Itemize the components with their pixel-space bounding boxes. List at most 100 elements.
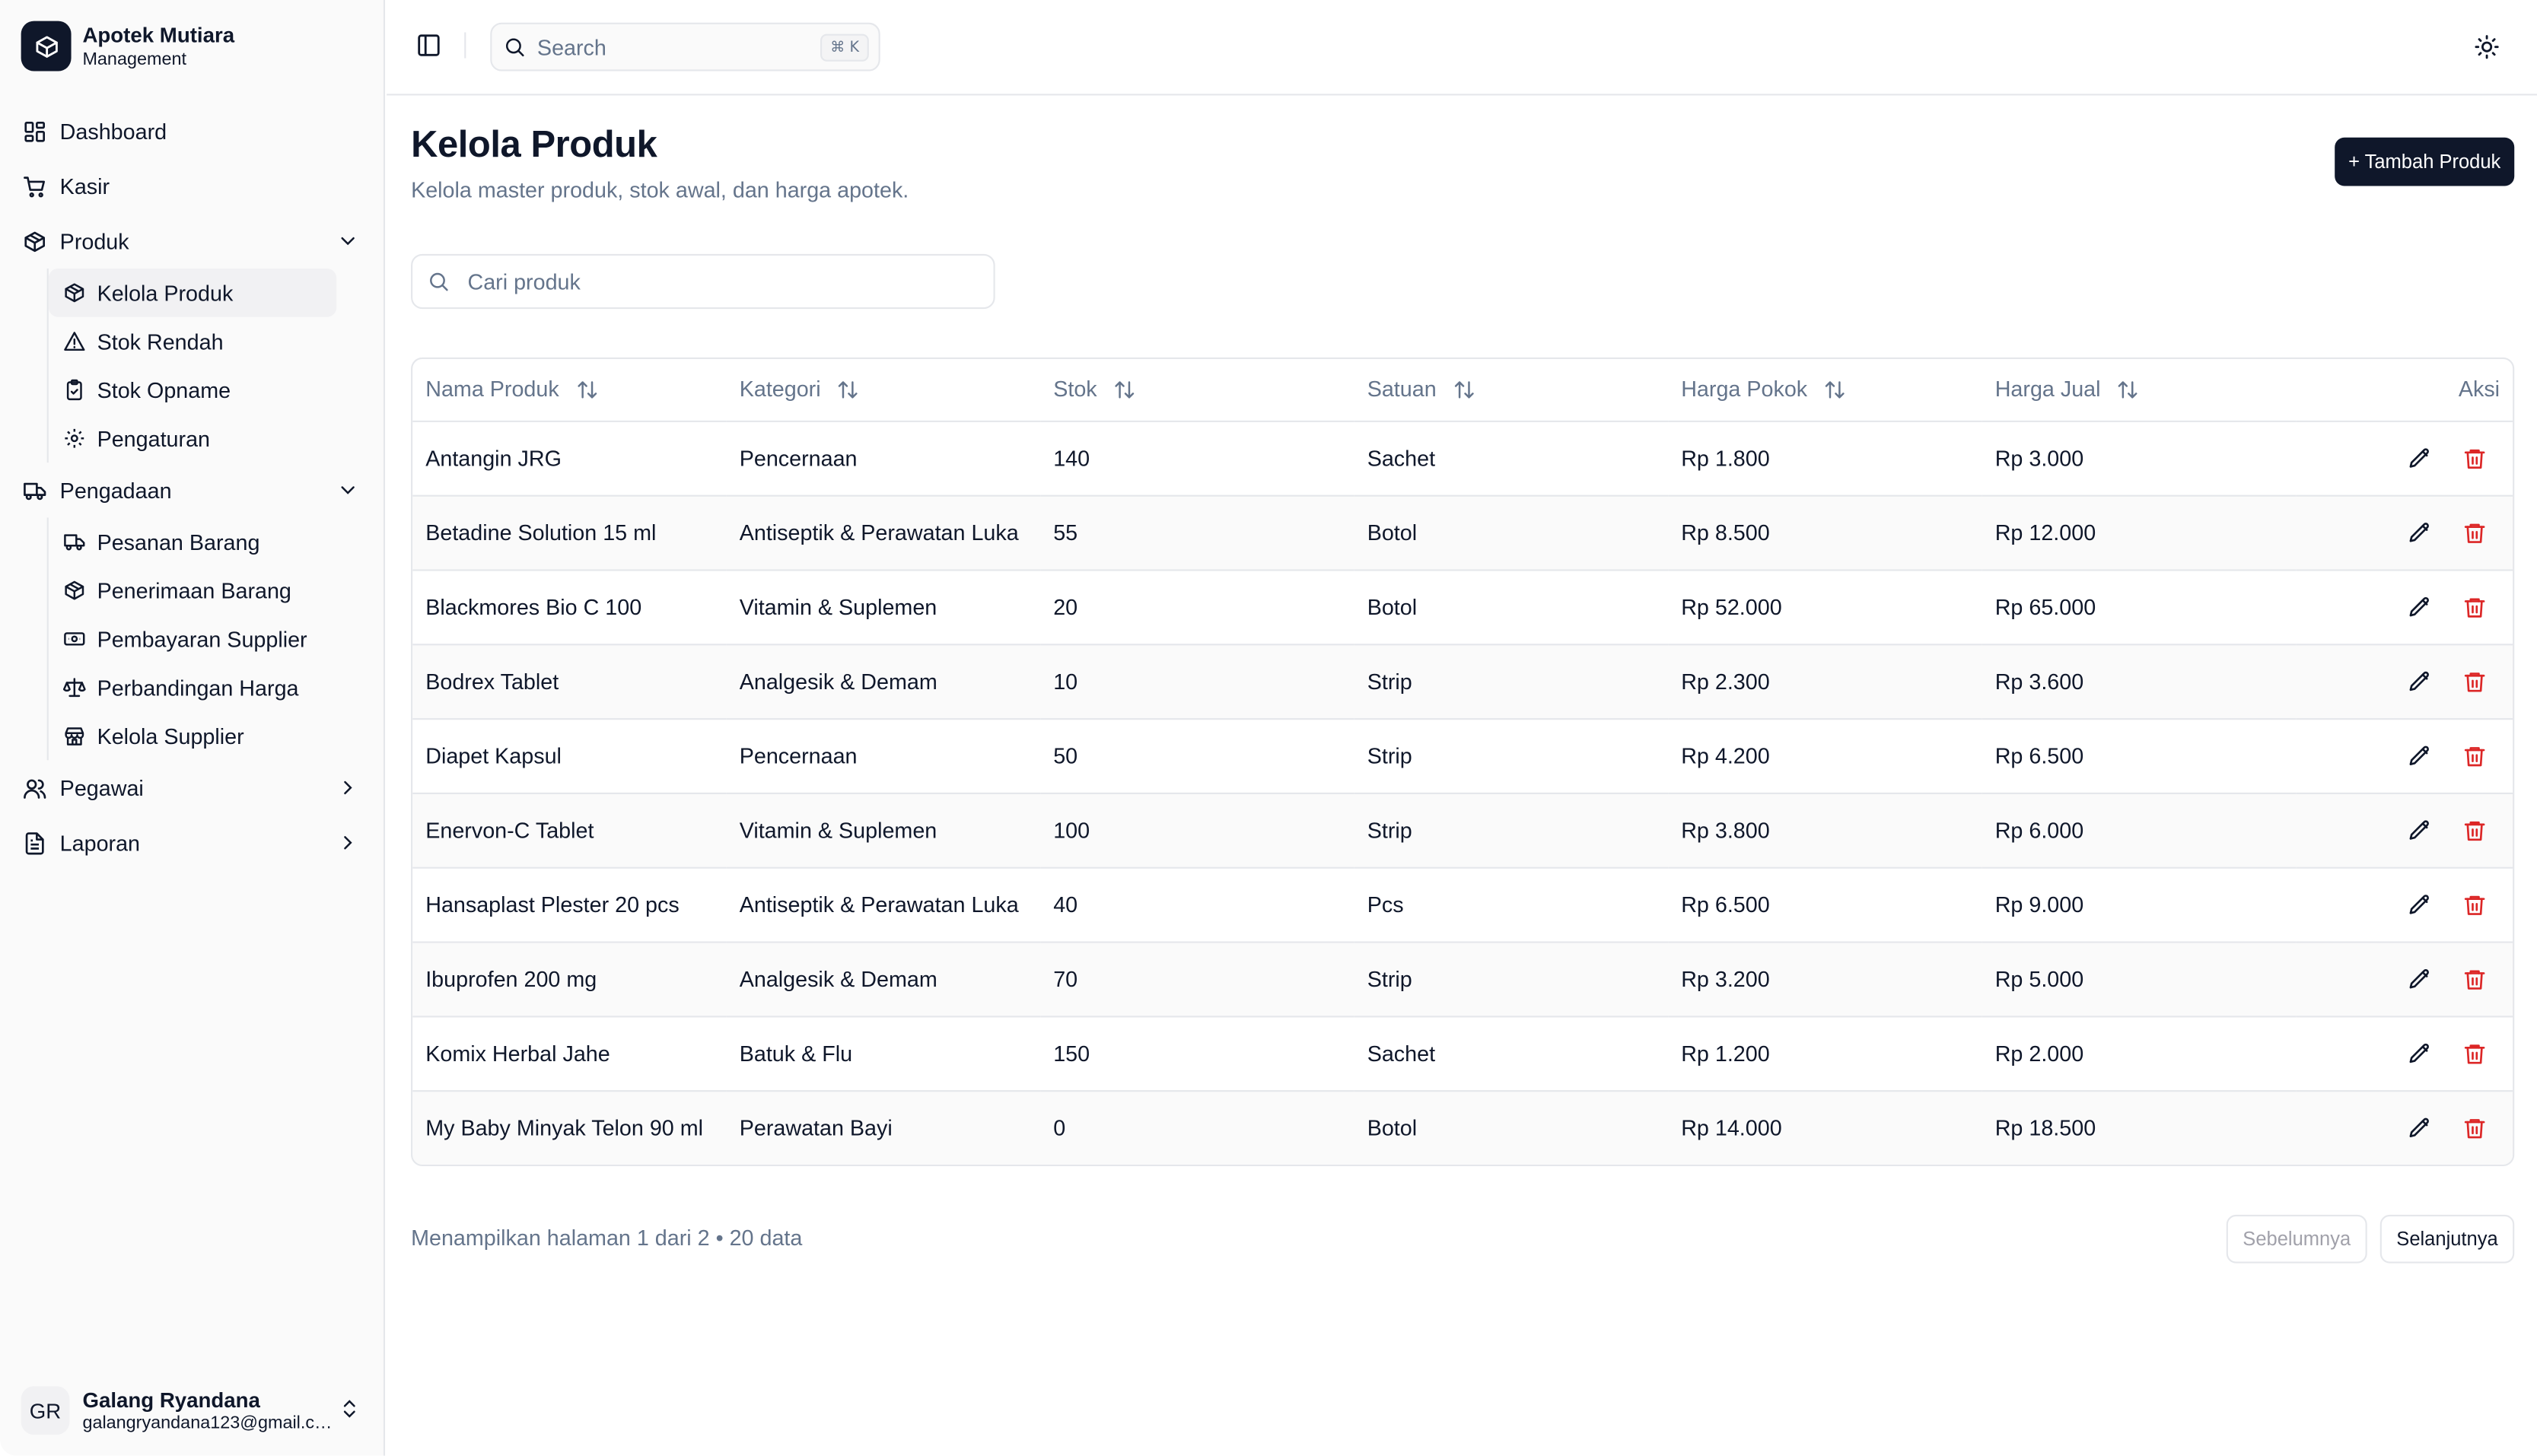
delete-icon[interactable]: [2461, 1041, 2487, 1067]
table-cell: Blackmores Bio C 100: [412, 569, 727, 645]
edit-icon[interactable]: [2406, 594, 2432, 620]
brand[interactable]: Apotek Mutiara Management: [21, 21, 234, 72]
sort-icon[interactable]: [1823, 380, 1846, 402]
table-row: Ibuprofen 200 mg Analgesik & Demam 70 Strip…: [412, 941, 2513, 1017]
edit-icon[interactable]: [2406, 1115, 2432, 1141]
sidebar-item-stok-opname[interactable]: Stok Opname: [49, 366, 336, 415]
table-cell: Rp 5.000: [1982, 941, 2297, 1017]
sidebar-item-pesanan-barang[interactable]: Pesanan Barang: [49, 517, 336, 566]
sidebar-item-pengadaan[interactable]: Pengadaan: [13, 463, 372, 517]
sort-icon[interactable]: [837, 380, 860, 402]
search-input[interactable]: [467, 269, 985, 294]
table-cell: Strip: [1354, 644, 1669, 720]
edit-icon[interactable]: [2406, 966, 2432, 992]
sidebar-item-pengaturan[interactable]: Pengaturan: [49, 414, 336, 463]
search-icon: [427, 270, 450, 293]
table-cell: 50: [1040, 718, 1354, 793]
search-input[interactable]: [536, 34, 813, 59]
delete-icon[interactable]: [2461, 817, 2487, 843]
sidebar-item-kelola-produk[interactable]: Kelola Produk: [48, 268, 337, 317]
sidebar-item-label: Kasir: [59, 173, 110, 199]
table-cell: Vitamin & Suplemen: [726, 569, 1041, 645]
table-cell: Rp 2.300: [1668, 644, 1982, 720]
delete-icon[interactable]: [2461, 892, 2487, 917]
row-actions: [2296, 1016, 2513, 1092]
edit-icon[interactable]: [2406, 445, 2432, 471]
chevron-down-icon: [336, 478, 359, 501]
table-cell: Betadine Solution 15 ml: [412, 494, 727, 571]
delete-icon[interactable]: [2461, 966, 2487, 992]
sidebar-item-pembayaran-supplier[interactable]: Pembayaran Supplier: [49, 615, 336, 663]
divider: [464, 32, 466, 59]
row-actions: [2296, 1090, 2513, 1165]
table-cell: Rp 3.600: [1982, 644, 2297, 720]
column-header: Satuan: [1354, 359, 1669, 421]
table-cell: Rp 6.000: [1982, 792, 2297, 868]
delete-icon[interactable]: [2461, 742, 2487, 768]
column-header-label: Harga Pokok: [1681, 377, 1808, 402]
sidebar-item-label: Pengaturan: [97, 426, 211, 451]
sidebar-item-penerimaan-barang[interactable]: Penerimaan Barang: [49, 566, 336, 615]
table-cell: Pencernaan: [726, 420, 1041, 496]
user-menu[interactable]: GR Galang Ryandana galangryandana123@gma…: [21, 1383, 364, 1438]
product-search[interactable]: [411, 253, 995, 310]
sort-icon[interactable]: [1453, 380, 1475, 402]
column-header: Nama Produk: [412, 359, 727, 421]
sidebar-item-label: Stok Rendah: [97, 329, 224, 354]
table-cell: 55: [1040, 494, 1354, 571]
row-actions: [2296, 941, 2513, 1017]
table-cell: Antiseptik & Perawatan Luka: [726, 494, 1041, 571]
table-cell: Botol: [1354, 494, 1669, 571]
sort-icon[interactable]: [1113, 380, 1136, 402]
delete-icon[interactable]: [2461, 445, 2487, 471]
sidebar-nav: Dashboard Kasir Produk Kelola Produk Sto…: [13, 103, 372, 870]
table-cell: Rp 4.200: [1668, 718, 1982, 793]
search-icon: [503, 36, 526, 59]
delete-icon[interactable]: [2461, 1115, 2487, 1141]
edit-icon[interactable]: [2406, 1041, 2432, 1067]
edit-icon[interactable]: [2406, 669, 2432, 695]
delete-icon[interactable]: [2461, 520, 2487, 545]
chevron-up-down-icon: [338, 1397, 361, 1428]
sidebar-item-produk[interactable]: Produk: [13, 214, 372, 269]
edit-icon[interactable]: [2406, 817, 2432, 843]
table-cell: Rp 12.000: [1982, 494, 2297, 571]
table-cell: Ibuprofen 200 mg: [412, 941, 727, 1017]
edit-icon[interactable]: [2406, 520, 2432, 545]
add-product-button[interactable]: + Tambah Produk: [2335, 137, 2515, 186]
table-cell: Enervon-C Tablet: [412, 792, 727, 868]
table-cell: Rp 3.000: [1982, 420, 2297, 496]
sidebar-item-stok-rendah[interactable]: Stok Rendah: [49, 317, 336, 366]
sidebar-item-perbandingan-harga[interactable]: Perbandingan Harga: [49, 663, 336, 712]
previous-page-button[interactable]: Sebelumnya: [2226, 1214, 2367, 1264]
sidebar-item-kelola-supplier[interactable]: Kelola Supplier: [49, 712, 336, 761]
sidebar-item-dashboard[interactable]: Dashboard: [13, 103, 372, 158]
sort-icon[interactable]: [2117, 380, 2140, 402]
table-cell: Rp 18.500: [1982, 1090, 2297, 1165]
product-table: Nama Produk Kategori Stok Satuan Harga Pokok…: [411, 357, 2515, 1167]
sidebar-item-label: Pesanan Barang: [97, 529, 260, 555]
sidebar-toggle-icon[interactable]: [415, 33, 441, 59]
sort-icon[interactable]: [575, 380, 598, 402]
sidebar-item-laporan[interactable]: Laporan: [13, 815, 372, 870]
table-cell: Analgesik & Demam: [726, 644, 1041, 720]
column-header-aksi: Aksi: [2296, 359, 2513, 421]
column-header: Stok: [1040, 359, 1354, 421]
package-icon: [62, 578, 86, 602]
sun-icon[interactable]: [2474, 34, 2500, 60]
next-page-button[interactable]: Selanjutnya: [2379, 1214, 2515, 1264]
sidebar-item-kasir[interactable]: Kasir: [13, 158, 372, 213]
global-search[interactable]: ⌘ K: [490, 22, 880, 72]
edit-icon[interactable]: [2406, 742, 2432, 768]
table-cell: Sachet: [1354, 1016, 1669, 1092]
delete-icon[interactable]: [2461, 594, 2487, 620]
table-row: My Baby Minyak Telon 90 ml Perawatan Bayi…: [412, 1090, 2513, 1165]
sidebar-item-label: Kelola Produk: [97, 280, 234, 305]
sidebar-item-pegawai[interactable]: Pegawai: [13, 760, 372, 815]
edit-icon[interactable]: [2406, 892, 2432, 917]
sidebar-item-label: Pembayaran Supplier: [97, 626, 307, 651]
table-cell: Rp 3.800: [1668, 792, 1982, 868]
row-actions: [2296, 792, 2513, 868]
scale-icon: [62, 676, 86, 700]
delete-icon[interactable]: [2461, 669, 2487, 695]
